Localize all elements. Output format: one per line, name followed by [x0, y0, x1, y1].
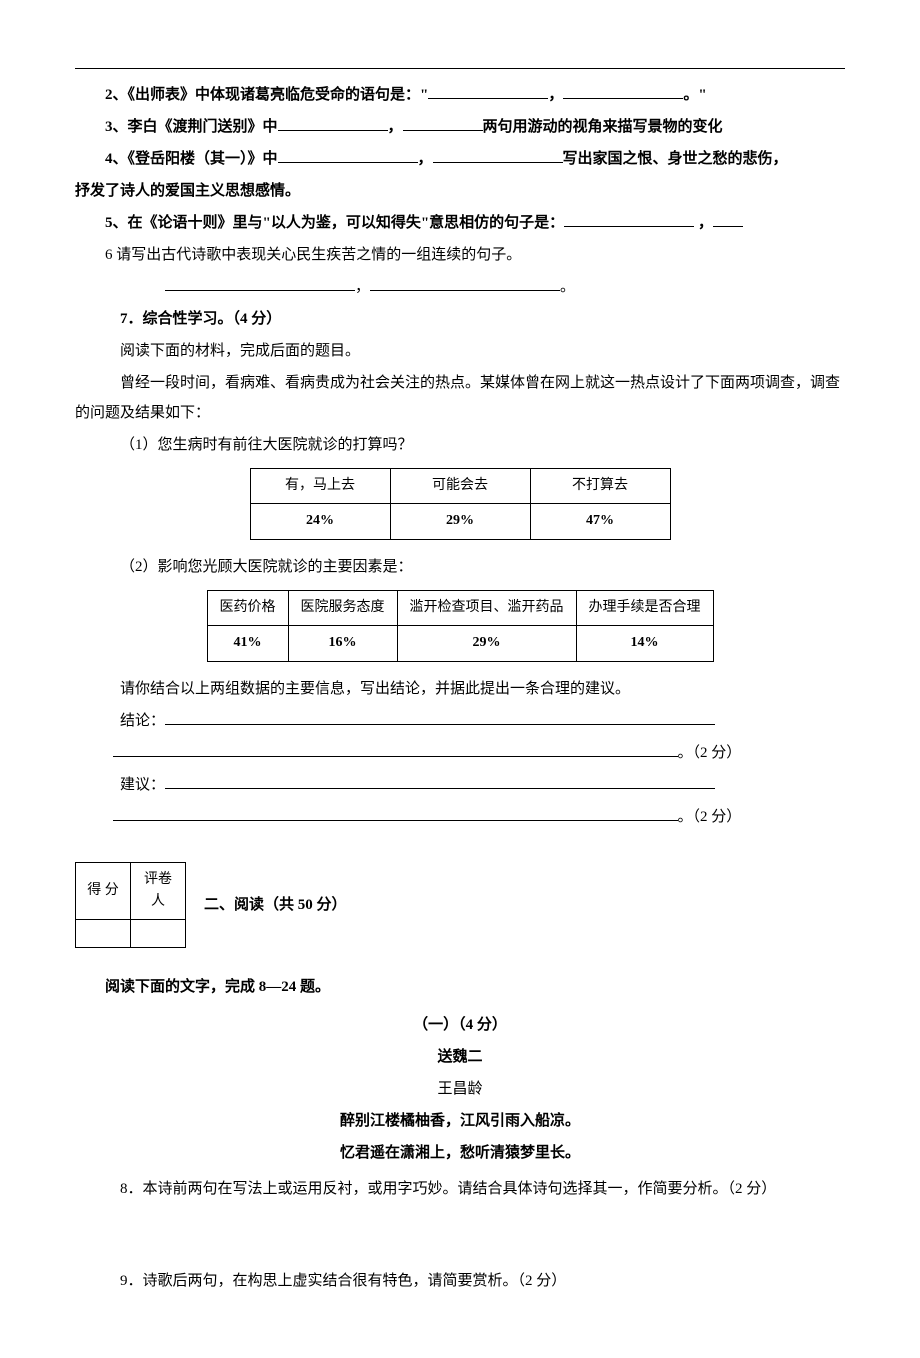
q7-suggest-line1: 建议： [75, 770, 845, 800]
question-4-line2: 抒发了诗人的爱国主义思想感情。 [75, 176, 845, 206]
t1-v2: 29% [390, 504, 530, 539]
section-2-header: 得 分 评卷人 二、阅读（共 50 分） [75, 850, 845, 961]
q4-num: 4、 [105, 151, 128, 167]
q8-text: 本诗前两句在写法上或运用反衬，或用字巧妙。请结合具体诗句选择其一，作简要分析。（… [143, 1181, 777, 1197]
section-2-title: 二、阅读（共 50 分） [204, 890, 347, 920]
q4-text-a: 《登岳阳楼（其一）》中 [128, 151, 278, 167]
q6-text-c: 。 [560, 279, 575, 295]
q5-text-b: ， [694, 215, 713, 231]
t2-v1: 41% [207, 626, 288, 661]
q7-conclusion-line1: 结论： [75, 706, 845, 736]
q6-blank1[interactable] [165, 276, 355, 291]
q8-num: 8． [120, 1181, 143, 1197]
answer-space-8[interactable] [75, 1206, 845, 1266]
table-row: 41% 16% 29% 14% [207, 626, 713, 661]
q3-blank1[interactable] [278, 116, 388, 131]
q4-blank1[interactable] [278, 148, 418, 163]
poem-line2: 忆君遥在潇湘上，愁听清猿梦里长。 [75, 1138, 845, 1168]
q5-text-a: 在《论语十则》里与"以人为鉴，可以知得失"意思相仿的句子是： [128, 215, 565, 231]
survey-table-1: 有，马上去 可能会去 不打算去 24% 29% 47% [250, 468, 671, 540]
q2-blank1[interactable] [428, 84, 548, 99]
t2-v2: 16% [288, 626, 397, 661]
suggest-blank1[interactable] [165, 774, 715, 789]
t2-h2: 医院服务态度 [288, 590, 397, 625]
table-row: 医药价格 医院服务态度 滥开检查项目、滥开药品 办理手续是否合理 [207, 590, 713, 625]
table-row: 24% 29% 47% [250, 504, 670, 539]
q7-conclusion-line2: 。（2 分） [75, 738, 845, 768]
table-row: 有，马上去 可能会去 不打算去 [250, 469, 670, 504]
question-8: 8．本诗前两句在写法上或运用反衬，或用字巧妙。请结合具体诗句选择其一，作简要分析… [75, 1174, 845, 1204]
score-h1: 得 分 [76, 862, 131, 920]
q5-blank2[interactable] [713, 212, 743, 227]
q2-text-b: ， [548, 87, 563, 103]
q7-intro2: 曾经一段时间，看病难、看病贵成为社会关注的热点。某媒体曾在网上就这一热点设计了下… [75, 368, 845, 428]
t1-h3: 不打算去 [530, 469, 670, 504]
q2-text-c: 。" [683, 87, 706, 103]
question-7-title: 7．综合性学习。（4 分） [75, 304, 845, 334]
score-blank1[interactable] [76, 920, 131, 948]
conclusion-blank1[interactable] [165, 710, 715, 725]
q5-num: 5、 [105, 215, 128, 231]
score-h2: 评卷人 [131, 862, 186, 920]
q9-text: 诗歌后两句，在构思上虚实结合很有特色，请简要赏析。（2 分） [143, 1273, 567, 1289]
conclusion-blank2[interactable] [113, 742, 678, 757]
question-6-line1: 6 请写出古代诗歌中表现关心民生疾苦之情的一组连续的句子。 [75, 240, 845, 270]
q7-intro1: 阅读下面的材料，完成后面的题目。 [75, 336, 845, 366]
q7-title: 综合性学习。（4 分） [143, 311, 282, 327]
t1-h2: 可能会去 [390, 469, 530, 504]
conclusion-score: 。（2 分） [678, 745, 742, 761]
t2-h1: 医药价格 [207, 590, 288, 625]
q3-blank2[interactable] [403, 116, 483, 131]
q2-num: 2、 [105, 87, 128, 103]
suggest-label: 建议： [120, 777, 165, 793]
part1-title: （一）（4 分） [75, 1010, 845, 1040]
suggest-blank2[interactable] [113, 806, 678, 821]
suggest-score: 。（2 分） [678, 809, 742, 825]
q6-text-a: 请写出古代诗歌中表现关心民生疾苦之情的一组连续的句子。 [113, 247, 522, 263]
question-6-line2: ，。 [75, 272, 845, 302]
poem-line1: 醉别江楼橘柚香，江风引雨入船凉。 [75, 1106, 845, 1136]
q3-text-c: 两句用游动的视角来描写景物的变化 [483, 119, 723, 135]
t2-v4: 14% [576, 626, 713, 661]
poem-author: 王昌龄 [75, 1074, 845, 1104]
t2-h3: 滥开检查项目、滥开药品 [397, 590, 576, 625]
q4-text-b: ， [418, 151, 433, 167]
question-9: 9．诗歌后两句，在构思上虚实结合很有特色，请简要赏析。（2 分） [75, 1266, 845, 1296]
q9-num: 9． [120, 1273, 143, 1289]
section-2-intro: 阅读下面的文字，完成 8—24 题。 [75, 972, 845, 1002]
q7-sub1: （1）您生病时有前往大医院就诊的打算吗？ [75, 430, 845, 460]
t1-h1: 有，马上去 [250, 469, 390, 504]
t1-v1: 24% [250, 504, 390, 539]
q4-text-c: 写出家国之恨、身世之愁的悲伤， [563, 151, 788, 167]
top-underline [75, 50, 845, 80]
q7-suggest-line2: 。（2 分） [75, 802, 845, 832]
q6-num: 6 [105, 247, 113, 263]
table-row: 得 分 评卷人 [76, 862, 186, 920]
table-row [76, 920, 186, 948]
survey-table-2: 医药价格 医院服务态度 滥开检查项目、滥开药品 办理手续是否合理 41% 16%… [207, 590, 714, 662]
question-4-line1: 4、《登岳阳楼（其一）》中 ， 写出家国之恨、身世之愁的悲伤， [75, 144, 845, 174]
question-2: 2、《出师表》中体现诸葛亮临危受命的语句是：" ， 。" [75, 80, 845, 110]
q6-blank2[interactable] [370, 276, 560, 291]
q2-blank2[interactable] [563, 84, 683, 99]
q7-sub2: （2）影响您光顾大医院就诊的主要因素是： [75, 552, 845, 582]
score-box: 得 分 评卷人 [75, 862, 186, 949]
q6-text-b: ， [355, 279, 370, 295]
t1-v3: 47% [530, 504, 670, 539]
q3-text-a: 李白《渡荆门送别》中 [128, 119, 278, 135]
score-blank2[interactable] [131, 920, 186, 948]
t2-h4: 办理手续是否合理 [576, 590, 713, 625]
question-3: 3、李白《渡荆门送别》中 ， 两句用游动的视角来描写景物的变化 [75, 112, 845, 142]
poem-title: 送魏二 [75, 1042, 845, 1072]
question-5: 5、在《论语十则》里与"以人为鉴，可以知得失"意思相仿的句子是： ， [75, 208, 845, 238]
conclusion-label: 结论： [120, 713, 165, 729]
t2-v3: 29% [397, 626, 576, 661]
q5-blank1[interactable] [564, 212, 694, 227]
q2-text-a: 《出师表》中体现诸葛亮临危受命的语句是：" [128, 87, 429, 103]
q7-num: 7． [120, 311, 143, 327]
q3-text-b: ， [388, 119, 403, 135]
q7-prompt: 请你结合以上两组数据的主要信息，写出结论，并据此提出一条合理的建议。 [75, 674, 845, 704]
q3-num: 3、 [105, 119, 128, 135]
q4-blank2[interactable] [433, 148, 563, 163]
